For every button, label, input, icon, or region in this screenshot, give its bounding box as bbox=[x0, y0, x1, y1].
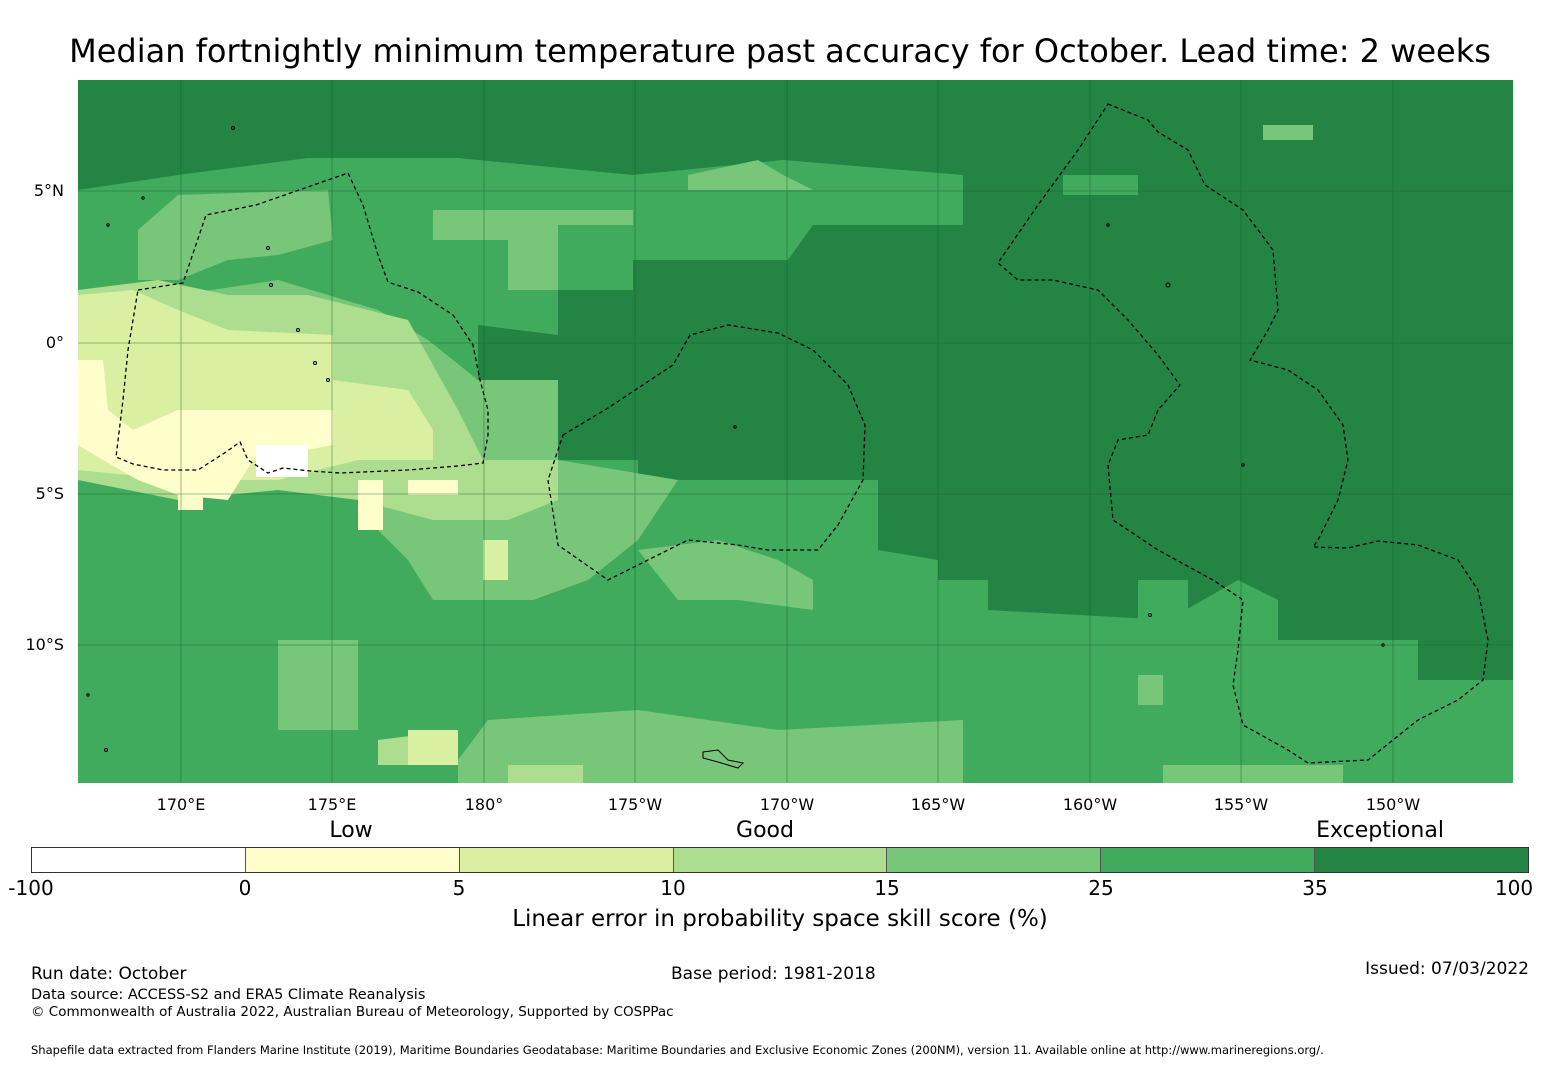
island-dot bbox=[231, 126, 235, 130]
field-band-15-25-i bbox=[638, 540, 813, 610]
lat-label: 5°S bbox=[35, 484, 64, 503]
colorbar-tick: 100 bbox=[1494, 876, 1534, 900]
lon-label: 160°W bbox=[1062, 795, 1118, 814]
island-dot bbox=[1106, 223, 1110, 227]
field-band-25-35-west bbox=[78, 158, 1513, 783]
skill-field bbox=[78, 80, 1513, 783]
issued-date: Issued: 07/03/2022 bbox=[1365, 959, 1529, 979]
field-band-25-35-east bbox=[1063, 175, 1138, 195]
colorbar-tick: 5 bbox=[452, 876, 466, 900]
eez-boundary-kiribati-gilberts bbox=[115, 172, 489, 474]
colorbar-segment bbox=[245, 848, 460, 872]
colorbar-tick: 35 bbox=[1302, 876, 1328, 900]
graticule bbox=[78, 80, 1513, 783]
colorbar-tick: -100 bbox=[8, 876, 54, 900]
field-band-15-25-c bbox=[688, 160, 813, 190]
lat-label: 5°N bbox=[33, 181, 64, 200]
colorbar-category-good: Good bbox=[736, 818, 794, 843]
run-date: Run date: October bbox=[31, 964, 187, 984]
field-band-5-10-c bbox=[408, 730, 458, 765]
colorbar-segment bbox=[32, 848, 246, 872]
island-dot bbox=[326, 378, 330, 382]
colorbar-tick: 15 bbox=[874, 876, 900, 900]
island-dot bbox=[1381, 643, 1385, 647]
colorbar-category-low: Low bbox=[329, 818, 373, 843]
island-dot bbox=[313, 361, 317, 365]
eez-boundary-line-islands bbox=[997, 103, 1489, 764]
field-band-15-25-j bbox=[1163, 765, 1343, 783]
lon-label: 180° bbox=[464, 795, 504, 814]
islands bbox=[86, 126, 1385, 769]
field-band-25-35-east2 bbox=[1138, 580, 1188, 620]
lon-label: 150°W bbox=[1365, 795, 1421, 814]
lon-label: 170°E bbox=[156, 795, 206, 814]
field-band-15-25-b bbox=[433, 210, 633, 290]
field-band-15-25-k bbox=[1263, 125, 1313, 140]
lon-label: 165°W bbox=[910, 795, 966, 814]
eez-boundaries bbox=[115, 103, 1489, 764]
colorbar-segment bbox=[673, 848, 888, 872]
lon-label: 175°E bbox=[307, 795, 357, 814]
field-band-0-5-e bbox=[178, 495, 203, 510]
island-samoa bbox=[702, 749, 745, 769]
island-dot bbox=[1165, 282, 1171, 288]
field-band-5-10-b bbox=[483, 540, 508, 580]
field-band-15-25-a bbox=[138, 190, 333, 280]
colorbar-tick: 25 bbox=[1088, 876, 1114, 900]
copyright: © Commonwealth of Australia 2022, Austra… bbox=[31, 1004, 674, 1020]
lon-label: 175°W bbox=[607, 795, 663, 814]
colorbar-label: Linear error in probability space skill … bbox=[512, 906, 1048, 932]
field-band-15-25-g bbox=[278, 640, 358, 730]
field-band-15-25-l bbox=[1138, 675, 1163, 705]
eez-boundary-tokelau bbox=[547, 324, 866, 581]
island-dot bbox=[1241, 463, 1245, 467]
shapefile-credit: Shapefile data extracted from Flanders M… bbox=[31, 1043, 1324, 1057]
field-band-0-5 bbox=[78, 360, 333, 500]
chart-title: Median fortnightly minimum temperature p… bbox=[69, 32, 1491, 70]
island-dot bbox=[141, 196, 145, 200]
island-dot bbox=[733, 425, 737, 429]
field-band-15-25-h bbox=[458, 710, 963, 783]
field-band-0-5-d bbox=[408, 480, 458, 495]
lon-label: 170°W bbox=[759, 795, 815, 814]
colorbar-segment bbox=[1101, 848, 1316, 872]
colorbar bbox=[31, 847, 1529, 873]
colorbar-segment bbox=[459, 848, 674, 872]
field-band-0-5-b bbox=[228, 410, 333, 445]
colorbar-tick: 0 bbox=[238, 876, 252, 900]
lat-label: 0° bbox=[45, 333, 64, 352]
field-band-negative bbox=[256, 445, 308, 477]
island-dot bbox=[266, 246, 270, 250]
island-dot bbox=[104, 748, 108, 752]
colorbar-segment bbox=[887, 848, 1102, 872]
colorbar-category-exceptional: Exceptional bbox=[1316, 818, 1444, 843]
island-dot bbox=[296, 328, 300, 332]
island-dot bbox=[86, 693, 90, 697]
skill-score-map bbox=[78, 80, 1513, 783]
field-band-10-15-c bbox=[508, 765, 583, 783]
colorbar-tick: 10 bbox=[660, 876, 686, 900]
field-band-0-5-c bbox=[358, 480, 383, 530]
colorbar-segment bbox=[1315, 848, 1529, 872]
island-dot bbox=[106, 223, 110, 227]
lon-label: 155°W bbox=[1213, 795, 1269, 814]
island-dot bbox=[1148, 613, 1152, 617]
lat-label: 10°S bbox=[25, 635, 64, 654]
data-source: Data source: ACCESS-S2 and ERA5 Climate … bbox=[31, 987, 426, 1003]
island-dot bbox=[269, 283, 273, 287]
base-period: Base period: 1981-2018 bbox=[671, 964, 876, 984]
